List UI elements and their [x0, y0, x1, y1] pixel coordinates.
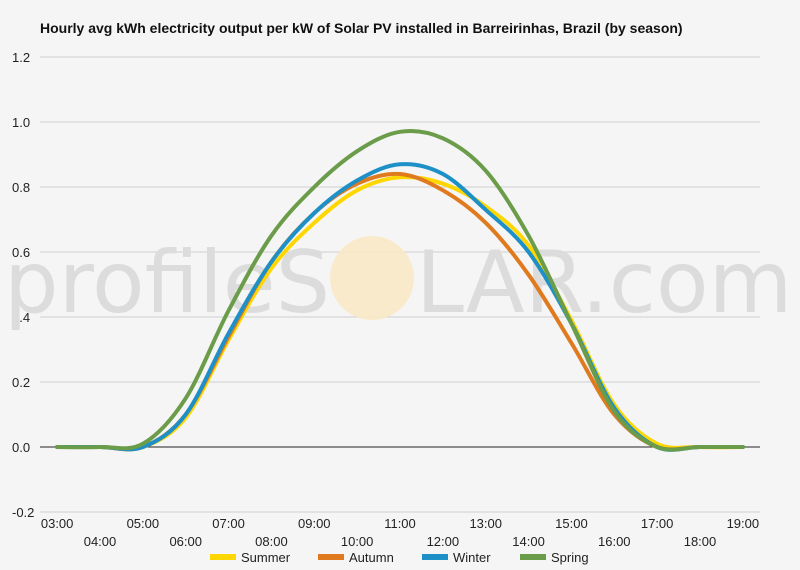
x-tick-label: 13:00	[469, 516, 502, 531]
chart-title: Hourly avg kWh electricity output per kW…	[40, 20, 683, 36]
watermark-sun-icon	[330, 236, 414, 320]
watermark-text-right: LAR.com	[416, 233, 792, 333]
legend-label-winter: Winter	[453, 550, 491, 565]
x-tick-label: 07:00	[212, 516, 245, 531]
legend-swatch-spring	[520, 554, 546, 560]
series-line-spring	[55, 128, 745, 452]
y-tick-label: 1.2	[12, 50, 30, 65]
watermark-text-left: profileS	[4, 233, 330, 333]
y-tick-label: 0.6	[12, 245, 30, 260]
y-tick-label: 1.0	[12, 115, 30, 130]
legend-label-summer: Summer	[241, 550, 291, 565]
x-tick-label: 12:00	[427, 534, 460, 549]
x-tick-label: 05:00	[127, 516, 160, 531]
x-tick-label: 18:00	[684, 534, 717, 549]
y-tick-label: 0.2	[12, 375, 30, 390]
x-tick-label: 16:00	[598, 534, 631, 549]
x-tick-label: 06:00	[169, 534, 202, 549]
y-tick-label: -0.2	[12, 505, 34, 520]
x-tick-label: 03:00	[41, 516, 74, 531]
legend-label-spring: Spring	[551, 550, 589, 565]
x-tick-label: 19:00	[727, 516, 760, 531]
x-tick-label: 08:00	[255, 534, 288, 549]
x-tick-label: 04:00	[84, 534, 117, 549]
y-tick-label: 0.0	[12, 440, 30, 455]
legend-label-autumn: Autumn	[349, 550, 394, 565]
y-tick-label: 0.4	[12, 310, 30, 325]
x-tick-label: 09:00	[298, 516, 331, 531]
x-tick-label: 14:00	[512, 534, 545, 549]
x-tick-label: 10:00	[341, 534, 374, 549]
legend-swatch-summer	[210, 554, 236, 560]
x-tick-label: 17:00	[641, 516, 674, 531]
legend-swatch-winter	[422, 554, 448, 560]
x-tick-label: 15:00	[555, 516, 588, 531]
legend-swatch-autumn	[318, 554, 344, 560]
x-tick-label: 11:00	[384, 516, 416, 531]
y-tick-label: 0.8	[12, 180, 30, 195]
